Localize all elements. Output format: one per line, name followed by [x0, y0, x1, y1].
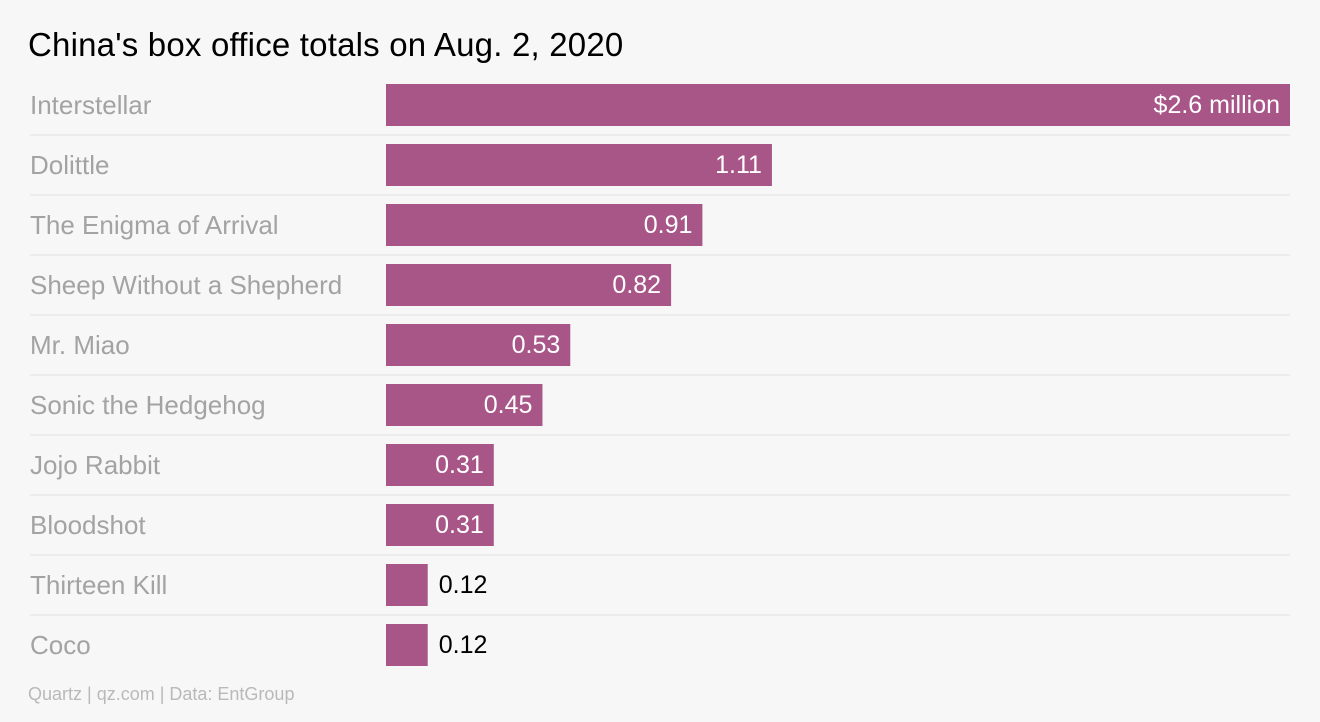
chart-title: China's box office totals on Aug. 2, 202… [28, 26, 624, 63]
category-label: Interstellar [30, 90, 152, 120]
value-label: 0.12 [439, 631, 488, 659]
category-label: Bloodshot [30, 510, 146, 540]
bar [386, 444, 494, 486]
category-label: Jojo Rabbit [30, 450, 161, 480]
bar [386, 264, 672, 306]
value-label: 0.82 [612, 271, 661, 299]
category-label: Sheep Without a Shepherd [30, 270, 342, 300]
bar [386, 204, 703, 246]
bar [386, 564, 428, 606]
value-label: 0.91 [644, 211, 693, 239]
value-label: 0.31 [435, 511, 484, 539]
bar [386, 144, 772, 186]
category-label: The Enigma of Arrival [30, 210, 279, 240]
value-label: 0.12 [439, 571, 488, 599]
category-label: Coco [30, 630, 91, 660]
value-label: 1.11 [715, 151, 762, 179]
value-label: 0.45 [484, 391, 533, 419]
category-label: Sonic the Hedgehog [30, 390, 266, 420]
bar [386, 384, 543, 426]
category-label: Dolittle [30, 150, 109, 180]
source-note: Quartz | qz.com | Data: EntGroup [28, 684, 295, 704]
value-label: $2.6 million [1154, 91, 1280, 119]
category-label: Mr. Miao [30, 330, 130, 360]
bar [386, 84, 1290, 126]
bar [386, 324, 571, 366]
bar [386, 624, 428, 666]
bar [386, 504, 494, 546]
category-label: Thirteen Kill [30, 570, 167, 600]
value-label: 0.31 [435, 451, 484, 479]
value-label: 0.53 [512, 331, 561, 359]
